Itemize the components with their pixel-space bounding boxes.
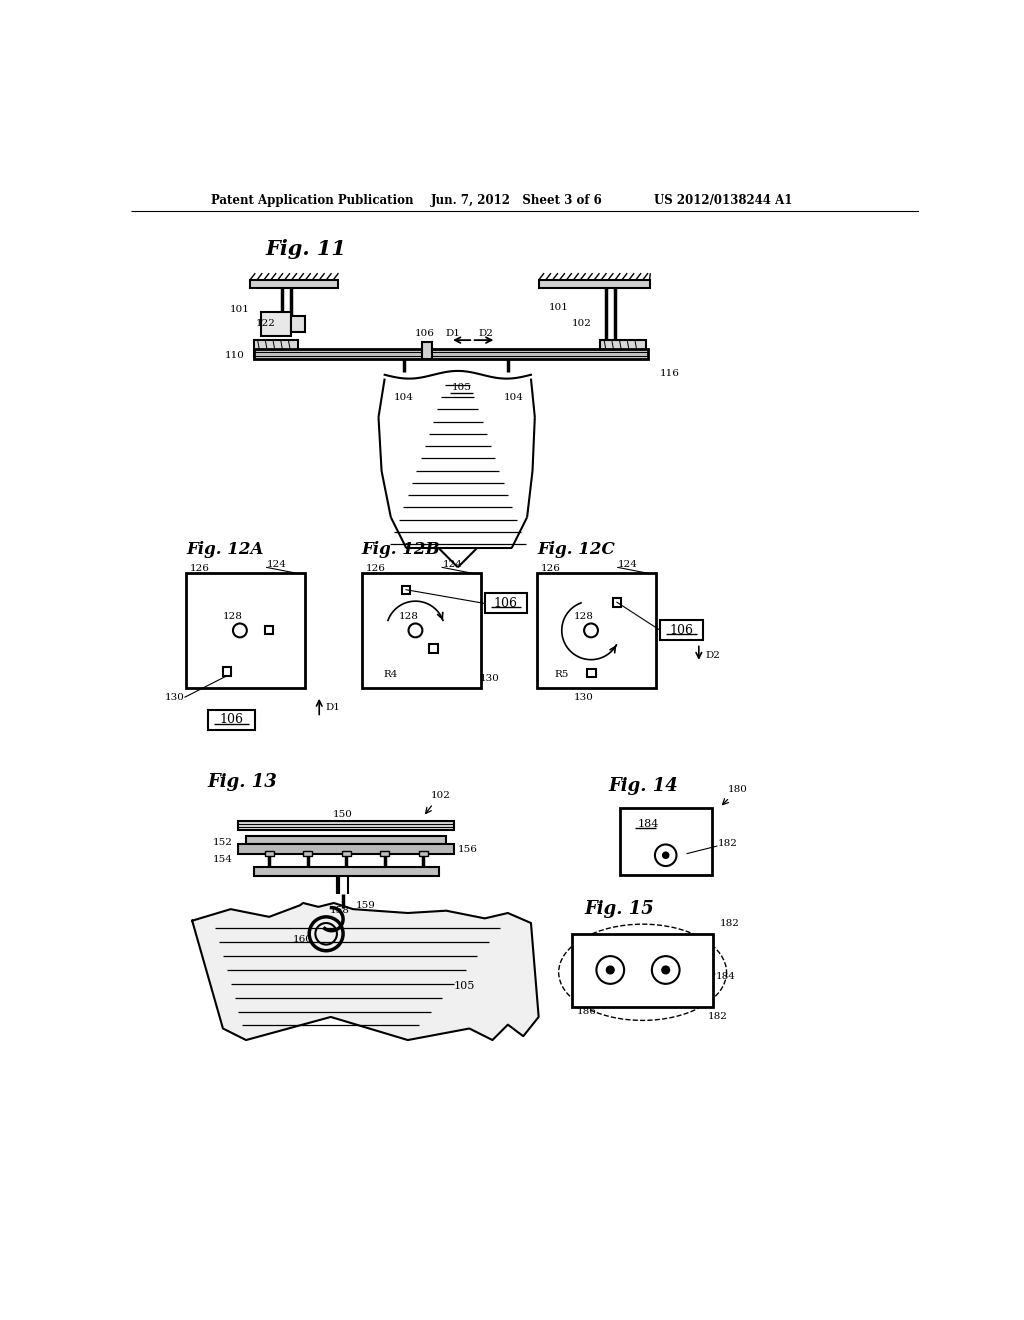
Text: 130: 130 [165, 693, 184, 702]
Text: 128: 128 [574, 612, 594, 620]
Text: 180: 180 [727, 785, 748, 795]
Text: 116: 116 [659, 370, 680, 379]
Text: 128: 128 [223, 612, 243, 620]
Text: 159: 159 [355, 900, 375, 909]
Text: Patent Application Publication: Patent Application Publication [211, 194, 414, 207]
Text: 130: 130 [573, 693, 593, 702]
Bar [587, 669, 596, 677]
Bar [429, 644, 438, 653]
Circle shape [663, 853, 669, 858]
Text: 150: 150 [333, 810, 352, 818]
Text: 152: 152 [212, 838, 232, 846]
Bar [246, 836, 446, 843]
Bar [620, 808, 712, 875]
Text: US 2012/0138244 A1: US 2012/0138244 A1 [654, 194, 793, 207]
Text: D2: D2 [479, 330, 494, 338]
Text: D1: D1 [326, 704, 340, 711]
Text: 104: 104 [504, 392, 523, 401]
Text: 160: 160 [293, 936, 312, 944]
Bar [660, 620, 702, 640]
Text: D2: D2 [705, 651, 720, 660]
Text: 124: 124 [267, 561, 287, 569]
Text: Fig. 14: Fig. 14 [608, 777, 678, 795]
Bar [538, 573, 656, 688]
Text: 184: 184 [637, 820, 658, 829]
Bar [401, 586, 410, 594]
Text: 182: 182 [718, 840, 738, 849]
Text: 105: 105 [452, 383, 472, 392]
Text: 102: 102 [431, 792, 451, 800]
Text: 154: 154 [212, 854, 232, 863]
Text: 102: 102 [571, 319, 592, 329]
Text: 124: 124 [442, 561, 462, 569]
Text: 158: 158 [330, 907, 350, 915]
Text: 106: 106 [415, 330, 434, 338]
Bar [600, 341, 646, 358]
Bar [342, 851, 351, 855]
Text: Fig. 13: Fig. 13 [208, 774, 278, 791]
Text: Fig. 11: Fig. 11 [265, 239, 346, 259]
Text: 105: 105 [454, 981, 475, 991]
Bar [223, 668, 231, 676]
Text: Fig. 15: Fig. 15 [585, 900, 654, 919]
Text: 182: 182 [720, 919, 739, 928]
Text: 186: 186 [578, 1007, 597, 1016]
Polygon shape [193, 903, 539, 1040]
Bar [254, 867, 438, 876]
Bar [239, 843, 454, 854]
Text: 156: 156 [458, 845, 477, 854]
Bar [208, 710, 255, 730]
Text: D1: D1 [445, 330, 460, 338]
Text: R4: R4 [383, 669, 397, 678]
Text: Fig. 12A: Fig. 12A [186, 541, 263, 558]
Text: 126: 126 [189, 564, 210, 573]
Circle shape [606, 966, 614, 974]
Text: 126: 126 [541, 564, 561, 573]
Text: 130: 130 [479, 675, 500, 684]
Bar [291, 317, 304, 331]
Bar [612, 598, 621, 607]
Circle shape [662, 966, 670, 974]
Bar [303, 851, 312, 855]
Text: 126: 126 [366, 564, 385, 573]
Text: 184: 184 [716, 973, 735, 981]
Text: 106: 106 [669, 624, 693, 638]
Bar [422, 342, 432, 359]
Bar [361, 573, 481, 688]
Text: 106: 106 [219, 713, 244, 726]
Bar [380, 851, 389, 855]
Text: R5: R5 [554, 669, 568, 678]
Text: 124: 124 [617, 561, 638, 569]
Bar [484, 594, 527, 614]
Text: 110: 110 [224, 351, 245, 360]
Text: 106: 106 [494, 597, 517, 610]
Bar [239, 821, 454, 830]
Text: 122: 122 [255, 319, 275, 329]
Text: 101: 101 [549, 302, 568, 312]
Text: 128: 128 [398, 612, 419, 620]
Bar [254, 350, 648, 359]
Text: 104: 104 [394, 392, 414, 401]
Text: Fig. 12B: Fig. 12B [361, 541, 440, 558]
Bar [571, 933, 714, 1007]
Text: Fig. 12C: Fig. 12C [538, 541, 614, 558]
Bar [250, 280, 339, 288]
Text: 101: 101 [230, 305, 250, 314]
Bar [264, 851, 273, 855]
Text: Jun. 7, 2012   Sheet 3 of 6: Jun. 7, 2012 Sheet 3 of 6 [431, 194, 602, 207]
Text: 182: 182 [708, 1012, 728, 1022]
Bar [539, 280, 650, 288]
Bar [261, 313, 291, 335]
Bar [254, 341, 298, 358]
Bar [264, 626, 273, 635]
Bar [419, 851, 428, 855]
Bar [186, 573, 305, 688]
